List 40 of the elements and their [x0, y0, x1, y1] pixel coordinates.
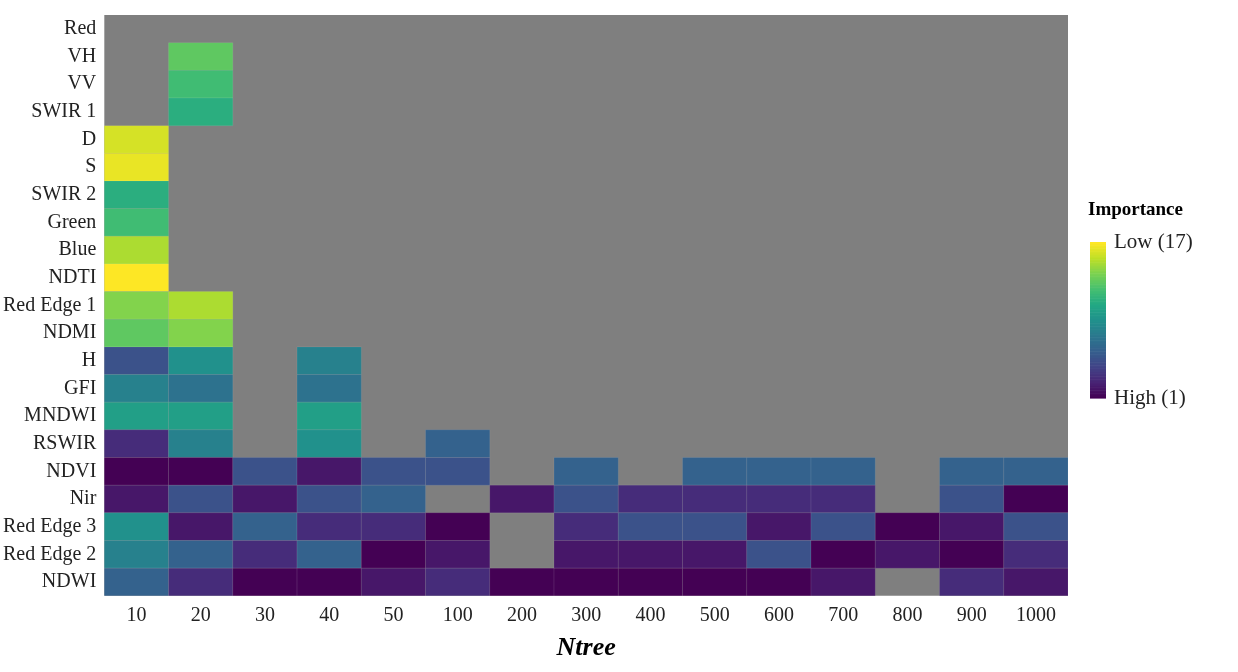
y-tick-label: Red Edge 2 — [3, 541, 97, 565]
y-tick-label: Green — [47, 209, 97, 232]
y-tick-label: NDMI — [42, 320, 97, 343]
x-tick-label: 600 — [763, 603, 794, 626]
y-tick-label: S — [85, 154, 97, 177]
color-bar-label: High (1) — [1114, 384, 1186, 409]
x-tick-label: 300 — [571, 603, 602, 626]
y-tick-label: SWIR 1 — [31, 99, 97, 122]
color-bar-title: Importance — [1088, 197, 1183, 219]
y-tick-label: SWIR 2 — [31, 182, 97, 205]
y-tick-label: MNDWI — [24, 403, 97, 426]
x-tick-label: 200 — [506, 603, 537, 626]
x-tick-label: 400 — [635, 603, 666, 626]
y-tick-label: Nir — [69, 486, 97, 509]
y-tick-label: VV — [67, 71, 97, 94]
y-tick-label: NDWI — [41, 569, 97, 592]
x-tick-label: 20 — [190, 603, 211, 626]
x-tick-label: 50 — [383, 603, 404, 626]
y-tick-label: VH — [67, 43, 97, 66]
y-tick-label: NDTI — [48, 264, 97, 287]
color-bar-label: Low (17) — [1114, 228, 1193, 253]
y-tick-label: Red — [64, 16, 97, 39]
x-tick-label: 900 — [956, 603, 987, 626]
y-tick-label: GFI — [64, 375, 97, 398]
y-tick-label: Blue — [58, 237, 97, 260]
y-tick-label: Red Edge 3 — [3, 513, 97, 537]
x-tick-label: 10 — [126, 603, 147, 626]
y-tick-label: D — [81, 126, 97, 149]
x-tick-label: 1000 — [1015, 603, 1056, 626]
x-tick-label: 700 — [828, 603, 859, 626]
y-tick-label: RSWIR — [32, 430, 97, 453]
x-axis-title: Ntree — [555, 632, 616, 662]
y-tick-label: H — [81, 347, 97, 370]
x-tick-label: 500 — [699, 603, 730, 626]
x-tick-label: 40 — [319, 603, 340, 626]
x-tick-label: 100 — [442, 603, 473, 626]
x-tick-label: 30 — [254, 603, 275, 626]
x-tick-label: 800 — [892, 603, 923, 626]
y-tick-label: Red Edge 1 — [3, 292, 97, 316]
y-tick-label: NDVI — [46, 458, 97, 481]
